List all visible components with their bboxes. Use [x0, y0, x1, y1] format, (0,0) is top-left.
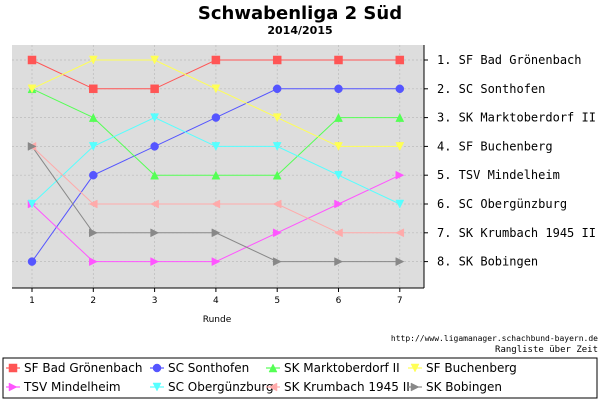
- data-point: [395, 84, 405, 94]
- data-point: [211, 170, 221, 180]
- x-tick-labels: 1 2 3 4 5 6 7: [29, 296, 403, 306]
- rank-label: 4. SF Buchenberg: [437, 139, 553, 153]
- data-point: [334, 170, 343, 180]
- rank-label: 3. SK Marktoberdorf II: [437, 111, 596, 125]
- plot-background: [12, 45, 424, 288]
- legend-marker: [8, 363, 18, 373]
- data-point: [395, 199, 405, 209]
- footer-caption: Rangliste über Zeit: [495, 345, 598, 355]
- x-tick-label: 4: [213, 296, 219, 306]
- legend-marker: [268, 382, 278, 392]
- legend-entry: SK Bobingen: [426, 380, 502, 394]
- data-point: [333, 228, 343, 238]
- data-point: [150, 84, 159, 94]
- x-tick-label: 2: [90, 296, 96, 306]
- data-point: [334, 113, 343, 122]
- chart-title: Schwabenliga 2 Süd: [198, 3, 402, 24]
- data-point: [211, 84, 221, 94]
- data-point: [272, 170, 282, 180]
- data-point: [88, 55, 98, 65]
- data-point: [211, 257, 221, 267]
- legend-entry: SF Bad Grönenbach: [24, 361, 142, 375]
- legend-box: [2, 357, 598, 399]
- rank-label: 2. SC Sonthofen: [437, 82, 545, 96]
- data-point: [150, 55, 160, 65]
- data-point: [272, 84, 282, 94]
- data-point: [27, 84, 37, 94]
- data-point: [211, 142, 221, 151]
- source-url: http://www.ligamanager.schachbund-bayern…: [391, 334, 598, 343]
- data-point: [150, 199, 159, 209]
- data-point: [334, 257, 344, 267]
- data-point: [395, 142, 405, 151]
- x-tick-label: 5: [274, 296, 280, 306]
- data-point: [150, 142, 159, 151]
- rank-label: 5. TSV Mindelheim: [437, 168, 560, 182]
- x-tick-label: 7: [397, 296, 403, 306]
- data-point: [395, 55, 405, 65]
- series-markers: [27, 55, 405, 267]
- legend-marker: [410, 363, 420, 373]
- data-point: [395, 170, 405, 180]
- legend-entry: SK Krumbach 1945 II: [284, 380, 410, 394]
- data-point: [88, 142, 98, 151]
- rank-label: 8. SK Bobingen: [437, 255, 538, 269]
- chart-subtitle: 2014/2015: [267, 24, 332, 37]
- data-point: [334, 199, 344, 209]
- legend-entry: SF Buchenberg: [426, 361, 517, 375]
- data-point: [211, 199, 221, 209]
- data-point: [334, 142, 343, 151]
- legend-marker: [8, 382, 18, 392]
- data-point: [89, 228, 98, 238]
- data-point: [89, 257, 98, 267]
- data-point: [88, 113, 98, 122]
- rank-labels: 1. SF Bad Grönenbach 2. SC Sonthofen 3. SK…: [437, 53, 596, 269]
- data-point: [150, 113, 160, 123]
- data-point: [272, 113, 282, 123]
- data-point: [211, 228, 221, 238]
- data-point: [88, 199, 98, 209]
- data-point: [150, 257, 160, 267]
- legend-marker: [152, 382, 162, 392]
- data-point: [27, 141, 37, 151]
- rank-label: 1. SF Bad Grönenbach: [437, 53, 582, 67]
- legend-marker: [152, 363, 162, 373]
- data-point: [150, 170, 160, 180]
- data-point: [211, 55, 221, 65]
- data-point: [395, 228, 405, 238]
- legend-marker: [410, 382, 420, 392]
- x-tick-label: 1: [29, 296, 35, 306]
- legend-entry: TSV Mindelheim: [23, 380, 121, 394]
- data-point: [89, 170, 98, 180]
- rank-label: 6. SC Obergünzburg: [437, 197, 567, 211]
- data-point: [27, 257, 37, 266]
- data-point: [272, 257, 282, 267]
- data-point: [89, 84, 98, 94]
- data-point: [27, 199, 37, 209]
- x-tick-label: 6: [336, 296, 342, 306]
- legend-entry: SC Obergünzburg: [168, 380, 274, 394]
- x-axis-label: Runde: [203, 315, 232, 325]
- data-point: [395, 257, 405, 267]
- data-point: [27, 55, 37, 65]
- data-point: [272, 55, 282, 65]
- legend: SF Bad Grönenbach SC Sonthofen SK Marktobe…: [6, 361, 517, 394]
- data-point: [272, 228, 282, 238]
- data-point: [395, 113, 405, 122]
- axes: [12, 45, 428, 292]
- legend-entry: SC Sonthofen: [168, 361, 249, 375]
- legend-entry: SK Marktoberdorf II: [284, 361, 400, 375]
- data-point: [150, 228, 160, 238]
- data-point: [334, 55, 343, 65]
- data-point: [334, 84, 343, 94]
- x-tick-label: 3: [152, 296, 158, 306]
- data-point: [272, 199, 282, 209]
- legend-marker: [268, 363, 278, 373]
- data-point: [211, 113, 221, 122]
- rank-label: 7. SK Krumbach 1945 II: [437, 226, 596, 240]
- data-point: [272, 142, 282, 151]
